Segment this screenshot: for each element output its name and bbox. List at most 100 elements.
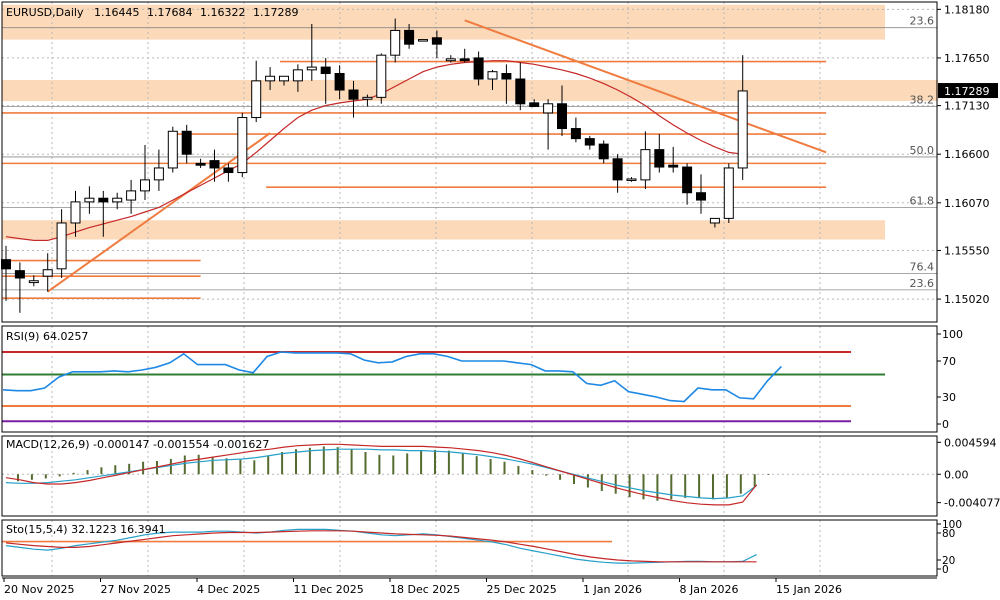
bearish-candle [348,89,359,100]
bullish-candle [709,217,720,224]
stochastic-tick-label: 100 [942,519,962,531]
price-tick-label: 1.15550 [944,244,990,257]
price-tick-label: 1.17650 [944,52,990,65]
bearish-candle [668,164,679,168]
close-value: 1.17289 [253,6,299,19]
rsi-line [2,351,782,403]
fibonacci-level-label: 38.2 [910,94,935,107]
symbol-header: EURUSD,Daily 1.16445 1.17684 1.16322 1.1… [6,6,298,19]
current-price-label: 1.17289 [944,85,990,98]
bullish-candle [418,39,428,42]
macd-signal-line [5,448,757,500]
macd-pane-frame [1,435,938,517]
supply-demand-zone [2,4,885,40]
bullish-candle [737,90,748,169]
bullish-candle [306,66,317,71]
fibonacci-level-label: 23.6 [910,15,935,28]
macd-tick-label: 0.00 [944,468,969,481]
bearish-candle [682,166,693,194]
macd-label: MACD(12,26,9) -0.000147 -0.001554 -0.001… [6,438,269,451]
bearish-candle [14,270,25,279]
rsi-label: RSI(9) 64.0257 [6,330,88,343]
price-tick-label: 1.17130 [944,100,990,113]
date-label: 4 Dec 2025 [197,583,260,596]
date-label: 18 Dec 2025 [390,583,460,596]
trendline [47,132,271,293]
stochastic-tick-label: 0 [942,564,949,576]
bullish-candle [390,29,401,56]
current-price-box [938,83,998,99]
bearish-candle [696,192,706,201]
macd-main-line [5,443,758,506]
bearish-candle [515,78,526,105]
bullish-candle [487,71,498,80]
bearish-candle [195,162,206,166]
bearish-candle [459,58,470,62]
fibonacci-level-label: 76.4 [910,260,935,273]
bullish-candle [112,197,123,203]
bearish-candle [598,143,609,160]
high-value: 1.17684 [147,6,193,19]
price-tick-label: 1.16070 [944,197,990,210]
bearish-candle [404,29,415,45]
stochastic-pane-frame [1,519,938,577]
date-label: 27 Nov 2025 [101,583,171,596]
price-pane-frame [1,1,938,323]
date-label: 11 Dec 2025 [294,583,364,596]
bearish-candle [334,73,345,91]
bullish-candle [42,269,53,277]
rsi-tick-label: 0 [942,418,949,431]
symbol-name: EURUSD,Daily [6,6,84,19]
stochastic-label: Sto(15,5,4) 32.1223 16.3941 [6,523,166,536]
bullish-candle [640,149,651,181]
bullish-candle [362,96,373,100]
bearish-candle [501,73,512,80]
open-value: 1.16445 [94,6,140,19]
rsi-tick-label: 70 [942,355,956,368]
bullish-candle [126,190,137,201]
bearish-candle [209,160,220,169]
bullish-candle [723,167,734,219]
supply-demand-zone [2,79,938,102]
bullish-candle [167,130,178,169]
bearish-candle [223,167,234,174]
stochastic-tick-label: 20 [942,555,955,567]
rsi-pane-frame [1,325,938,433]
bullish-candle [237,117,248,174]
stochastic-tick-label: 80 [942,528,955,540]
bullish-candle [140,179,150,192]
supply-demand-zone [2,220,885,240]
bullish-candle [292,69,303,82]
date-label: 15 Jan 2026 [776,583,842,596]
low-value: 1.16322 [200,6,246,19]
trendline [464,19,827,154]
bullish-candle [56,222,67,270]
bearish-candle [1,259,11,270]
date-label: 25 Dec 2025 [487,583,557,596]
bullish-candle [543,103,554,114]
stochastic-signal-line [5,530,757,563]
date-label: 20 Nov 2025 [4,583,74,596]
bearish-candle [557,103,567,130]
bearish-candle [584,138,595,146]
bearish-candle [431,37,442,45]
rsi-tick-label: 30 [942,391,956,404]
bullish-candle [445,58,456,62]
bullish-candle [84,197,95,203]
price-tick-label: 1.15020 [944,293,990,306]
bullish-candle [251,80,262,119]
fibonacci-level-label: 50.0 [910,144,935,157]
bearish-candle [570,128,581,140]
bearish-candle [98,197,109,203]
fibonacci-level-label: 23.6 [910,277,935,290]
bearish-candle [529,102,540,108]
bearish-candle [473,57,484,80]
bullish-candle [70,201,81,224]
bullish-candle [279,75,289,82]
bearish-candle [612,158,623,181]
moving-average-line [5,60,743,241]
fibonacci-level-label: 61.8 [910,194,935,207]
macd-tick-label: 0.004594 [944,436,997,449]
macd-tick-label: -0.004077 [944,497,1000,510]
